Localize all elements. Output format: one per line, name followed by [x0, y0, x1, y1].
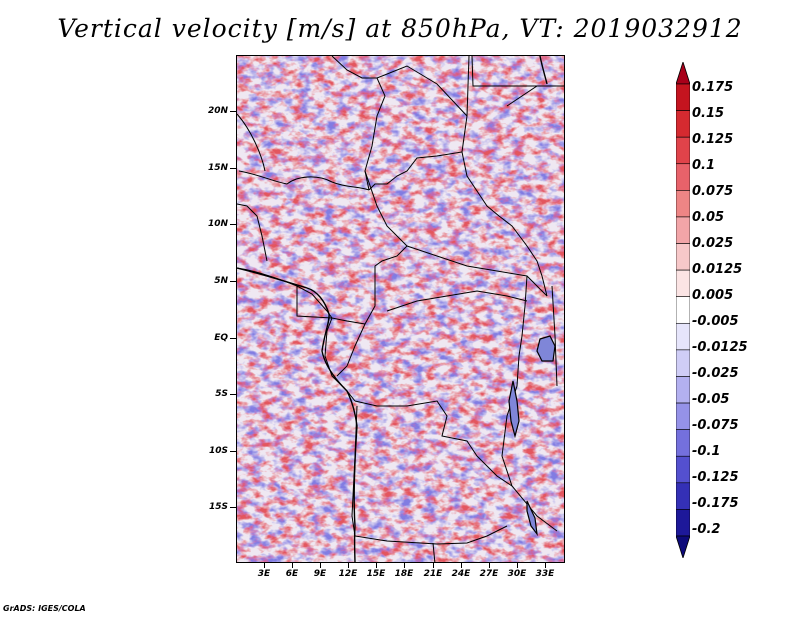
- grads-credit: GrADS: IGES/COLA: [3, 604, 86, 613]
- lat-tick: [230, 168, 236, 169]
- colorbar-label: -0.05: [692, 392, 730, 407]
- colorbar-bottom-arrow: [676, 535, 690, 558]
- colorbar-bin: [676, 190, 690, 218]
- colorbar: [676, 62, 690, 558]
- colorbar-bin: [676, 216, 690, 244]
- colorbar-bin: [676, 429, 690, 457]
- lat-tick: [230, 394, 236, 395]
- lon-label-33e: 33E: [535, 569, 555, 579]
- lon-label-6e: 6E: [285, 569, 299, 579]
- colorbar-label: -0.125: [692, 470, 739, 485]
- colorbar-label: -0.175: [692, 496, 739, 511]
- colorbar-label: -0.075: [692, 418, 739, 433]
- colorbar-label: -0.0125: [692, 340, 748, 355]
- map-plot-area[interactable]: [236, 55, 565, 563]
- lat-label-10n: 10N: [207, 219, 228, 229]
- colorbar-bin: [676, 349, 690, 377]
- lon-label-30e: 30E: [507, 569, 527, 579]
- lat-label-5s: 5S: [215, 389, 228, 399]
- lon-tick: [433, 563, 434, 568]
- colorbar-label: 0.005: [692, 288, 734, 303]
- colorbar-bin: [676, 402, 690, 430]
- lon-tick: [404, 563, 405, 568]
- lon-tick: [292, 563, 293, 568]
- vertical-velocity-field: [237, 56, 564, 562]
- lon-label-3e: 3E: [257, 569, 271, 579]
- map-title: Vertical velocity [m/s] at 850hPa, VT: 2…: [57, 14, 743, 43]
- lon-tick: [264, 563, 265, 568]
- lat-tick: [230, 224, 236, 225]
- colorbar-label: 0.15: [692, 106, 725, 121]
- field-noise: [237, 56, 564, 562]
- colorbar-bin: [676, 482, 690, 510]
- colorbar-bin: [676, 136, 690, 165]
- colorbar-bin: [676, 376, 690, 404]
- lakes: [508, 335, 556, 537]
- lat-label-10s: 10S: [208, 446, 228, 456]
- colorbar-label: 0.1: [692, 158, 716, 173]
- lat-tick: [230, 111, 236, 112]
- lat-label-15n: 15N: [207, 163, 228, 173]
- lon-tick: [320, 563, 321, 568]
- lon-label-9e: 9E: [313, 569, 327, 579]
- country-borders: [237, 56, 564, 562]
- colorbar-label: 0.0125: [692, 262, 743, 277]
- lon-tick: [376, 563, 377, 568]
- lat-tick: [230, 338, 236, 339]
- colorbar-bin: [676, 110, 690, 138]
- lat-label-20n: 20N: [207, 106, 228, 116]
- colorbar-label: -0.005: [692, 314, 739, 329]
- lon-tick: [489, 563, 490, 568]
- colorbar-bin: [676, 509, 690, 537]
- lon-label-24e: 24E: [451, 569, 471, 579]
- colorbar-top-arrow: [676, 62, 690, 85]
- lat-label-15s: 15S: [208, 502, 228, 512]
- colorbar-bin: [676, 296, 690, 324]
- colorbar-label: 0.075: [692, 184, 734, 199]
- coastlines: [237, 56, 548, 562]
- lat-label-eq: EQ: [214, 333, 228, 343]
- colorbar-bin: [676, 83, 690, 111]
- lon-tick: [517, 563, 518, 568]
- colorbar-bin: [676, 163, 690, 191]
- lat-tick: [230, 451, 236, 452]
- colorbar-bin: [676, 269, 690, 298]
- lon-tick: [348, 563, 349, 568]
- lon-label-18e: 18E: [394, 569, 414, 579]
- colorbar-label: 0.05: [692, 210, 725, 225]
- lat-tick: [230, 507, 236, 508]
- lon-label-21e: 21E: [423, 569, 443, 579]
- colorbar-bin: [676, 455, 690, 484]
- lon-label-27e: 27E: [479, 569, 499, 579]
- colorbar-label: 0.025: [692, 236, 734, 251]
- lon-tick: [545, 563, 546, 568]
- colorbar-label: 0.125: [692, 132, 734, 147]
- lat-tick: [230, 281, 236, 282]
- colorbar-label: -0.1: [692, 444, 721, 459]
- lon-tick: [461, 563, 462, 568]
- lon-label-12e: 12E: [338, 569, 358, 579]
- lat-label-5n: 5N: [214, 276, 228, 286]
- colorbar-label: -0.2: [692, 522, 721, 537]
- colorbar-label: -0.025: [692, 366, 739, 381]
- colorbar-label: 0.175: [692, 80, 734, 95]
- colorbar-bin: [676, 243, 690, 271]
- lon-label-15e: 15E: [366, 569, 386, 579]
- colorbar-bin: [676, 322, 690, 351]
